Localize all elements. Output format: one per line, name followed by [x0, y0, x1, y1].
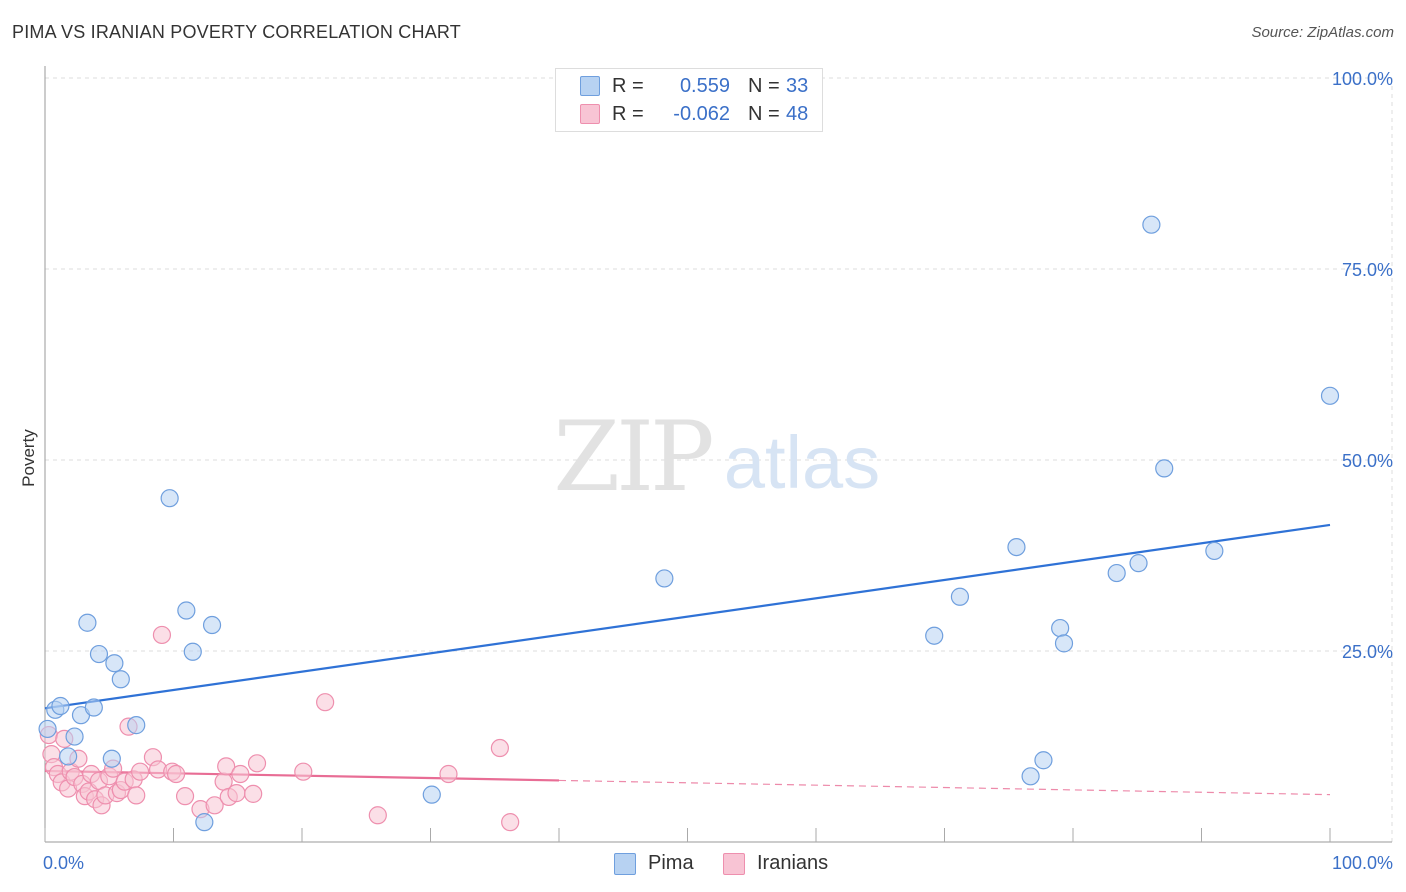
y-tick-label: 75.0% [1342, 260, 1393, 280]
pima-point [422, 785, 441, 804]
iranians-trend-line-extension [558, 779, 1331, 796]
pima-swatch [580, 76, 600, 96]
pima-point [1142, 215, 1161, 234]
source-label: Source: ZipAtlas.com [1251, 24, 1394, 41]
legend-r-label: R = [612, 74, 644, 97]
pima-point [1051, 618, 1070, 638]
legend-r-value: 0.559 [679, 74, 730, 97]
iranians-point [247, 754, 267, 773]
pima-point [1205, 541, 1224, 561]
y-tick-label: 100.0% [1332, 69, 1393, 89]
y-tick-label: 25.0% [1342, 642, 1393, 662]
legend-n-label: N = [748, 74, 780, 97]
pima-point [38, 719, 57, 739]
pima-trend-line [44, 523, 1331, 710]
pima-point [925, 626, 944, 645]
pima-point [105, 654, 124, 673]
iranians-point [368, 806, 387, 825]
iranians-point [244, 784, 263, 803]
pima-point [51, 696, 70, 716]
pima-point [1107, 563, 1126, 583]
legend-item-iranians[interactable]: Iranians [723, 852, 828, 875]
pima-point [127, 716, 146, 735]
iranians-point [316, 693, 335, 712]
pima-point [89, 644, 109, 664]
iranians-point [166, 764, 186, 784]
legend-n-value: 33 [786, 74, 809, 97]
y-tick-label: 50.0% [1342, 451, 1393, 471]
points-layer [38, 215, 1340, 832]
pima-point [202, 615, 222, 635]
iranians-point [127, 786, 146, 805]
pima-point [160, 489, 179, 508]
x-tick-label-min: 0.0% [43, 853, 84, 873]
x-tick-label-max: 100.0% [1332, 853, 1393, 873]
iranians-legend-swatch [723, 852, 745, 875]
pima-point [1021, 767, 1040, 786]
pima-point [655, 569, 674, 588]
labels-layer: 25.0% 50.0% 75.0% 100.0% 0.0% 100.0% Poverty [19, 69, 1393, 873]
pima-point [195, 813, 214, 832]
pima-point [1155, 459, 1174, 478]
legend-row-iranians: R = -0.062 N = 48 [580, 102, 808, 126]
legend-r-value: -0.062 [673, 102, 730, 125]
iranians-point [501, 813, 520, 832]
iranians-point [175, 787, 195, 806]
legend-row-pima: R = 0.559 N = 33 [580, 74, 808, 98]
watermark: ZIP atlas [553, 401, 880, 513]
pima-point [177, 601, 196, 620]
pima-point [84, 698, 103, 717]
iranians-point [227, 784, 246, 803]
pima-point [1320, 386, 1340, 405]
legend-r-label: R = [612, 102, 644, 125]
chart-title: PIMA VS IRANIAN POVERTY CORRELATION CHAR… [12, 22, 461, 42]
iranians-point [231, 764, 250, 784]
pima-point [183, 642, 202, 661]
iranians-point [439, 764, 458, 784]
pima-point [111, 670, 130, 689]
pima-legend-label: Pima [648, 852, 694, 874]
iranians-point [205, 796, 224, 815]
pima-point [1034, 751, 1053, 770]
iranians-point [152, 625, 172, 645]
pima-point [59, 747, 78, 766]
iranians-legend-label: Iranians [757, 852, 829, 874]
pima-point [950, 587, 970, 606]
pima-point [1054, 634, 1074, 653]
pima-point [1007, 537, 1026, 557]
pima-point [78, 613, 97, 632]
legend-n-label: N = [748, 102, 780, 125]
iranians-point [130, 762, 150, 781]
correlation-legend: R = 0.559 N = 33 R = -0.062 N = 48 [555, 68, 823, 132]
iranians-swatch [580, 104, 600, 124]
grid-layer [45, 77, 1393, 842]
pima-point [102, 749, 121, 768]
iranians-point [294, 762, 313, 781]
series-legend: Pima Iranians [0, 852, 1406, 878]
watermark-zip: ZIP [553, 401, 712, 513]
iranians-point [490, 738, 509, 758]
y-axis-label: Poverty [19, 429, 38, 487]
pima-legend-swatch [614, 852, 636, 875]
legend-n-value: 48 [786, 102, 809, 125]
axis-layer [44, 66, 1392, 843]
pima-point [65, 727, 84, 746]
pima-point [1129, 554, 1148, 573]
watermark-atlas: atlas [724, 421, 880, 504]
legend-item-pima[interactable]: Pima [614, 852, 694, 875]
iranians-point [217, 757, 236, 776]
